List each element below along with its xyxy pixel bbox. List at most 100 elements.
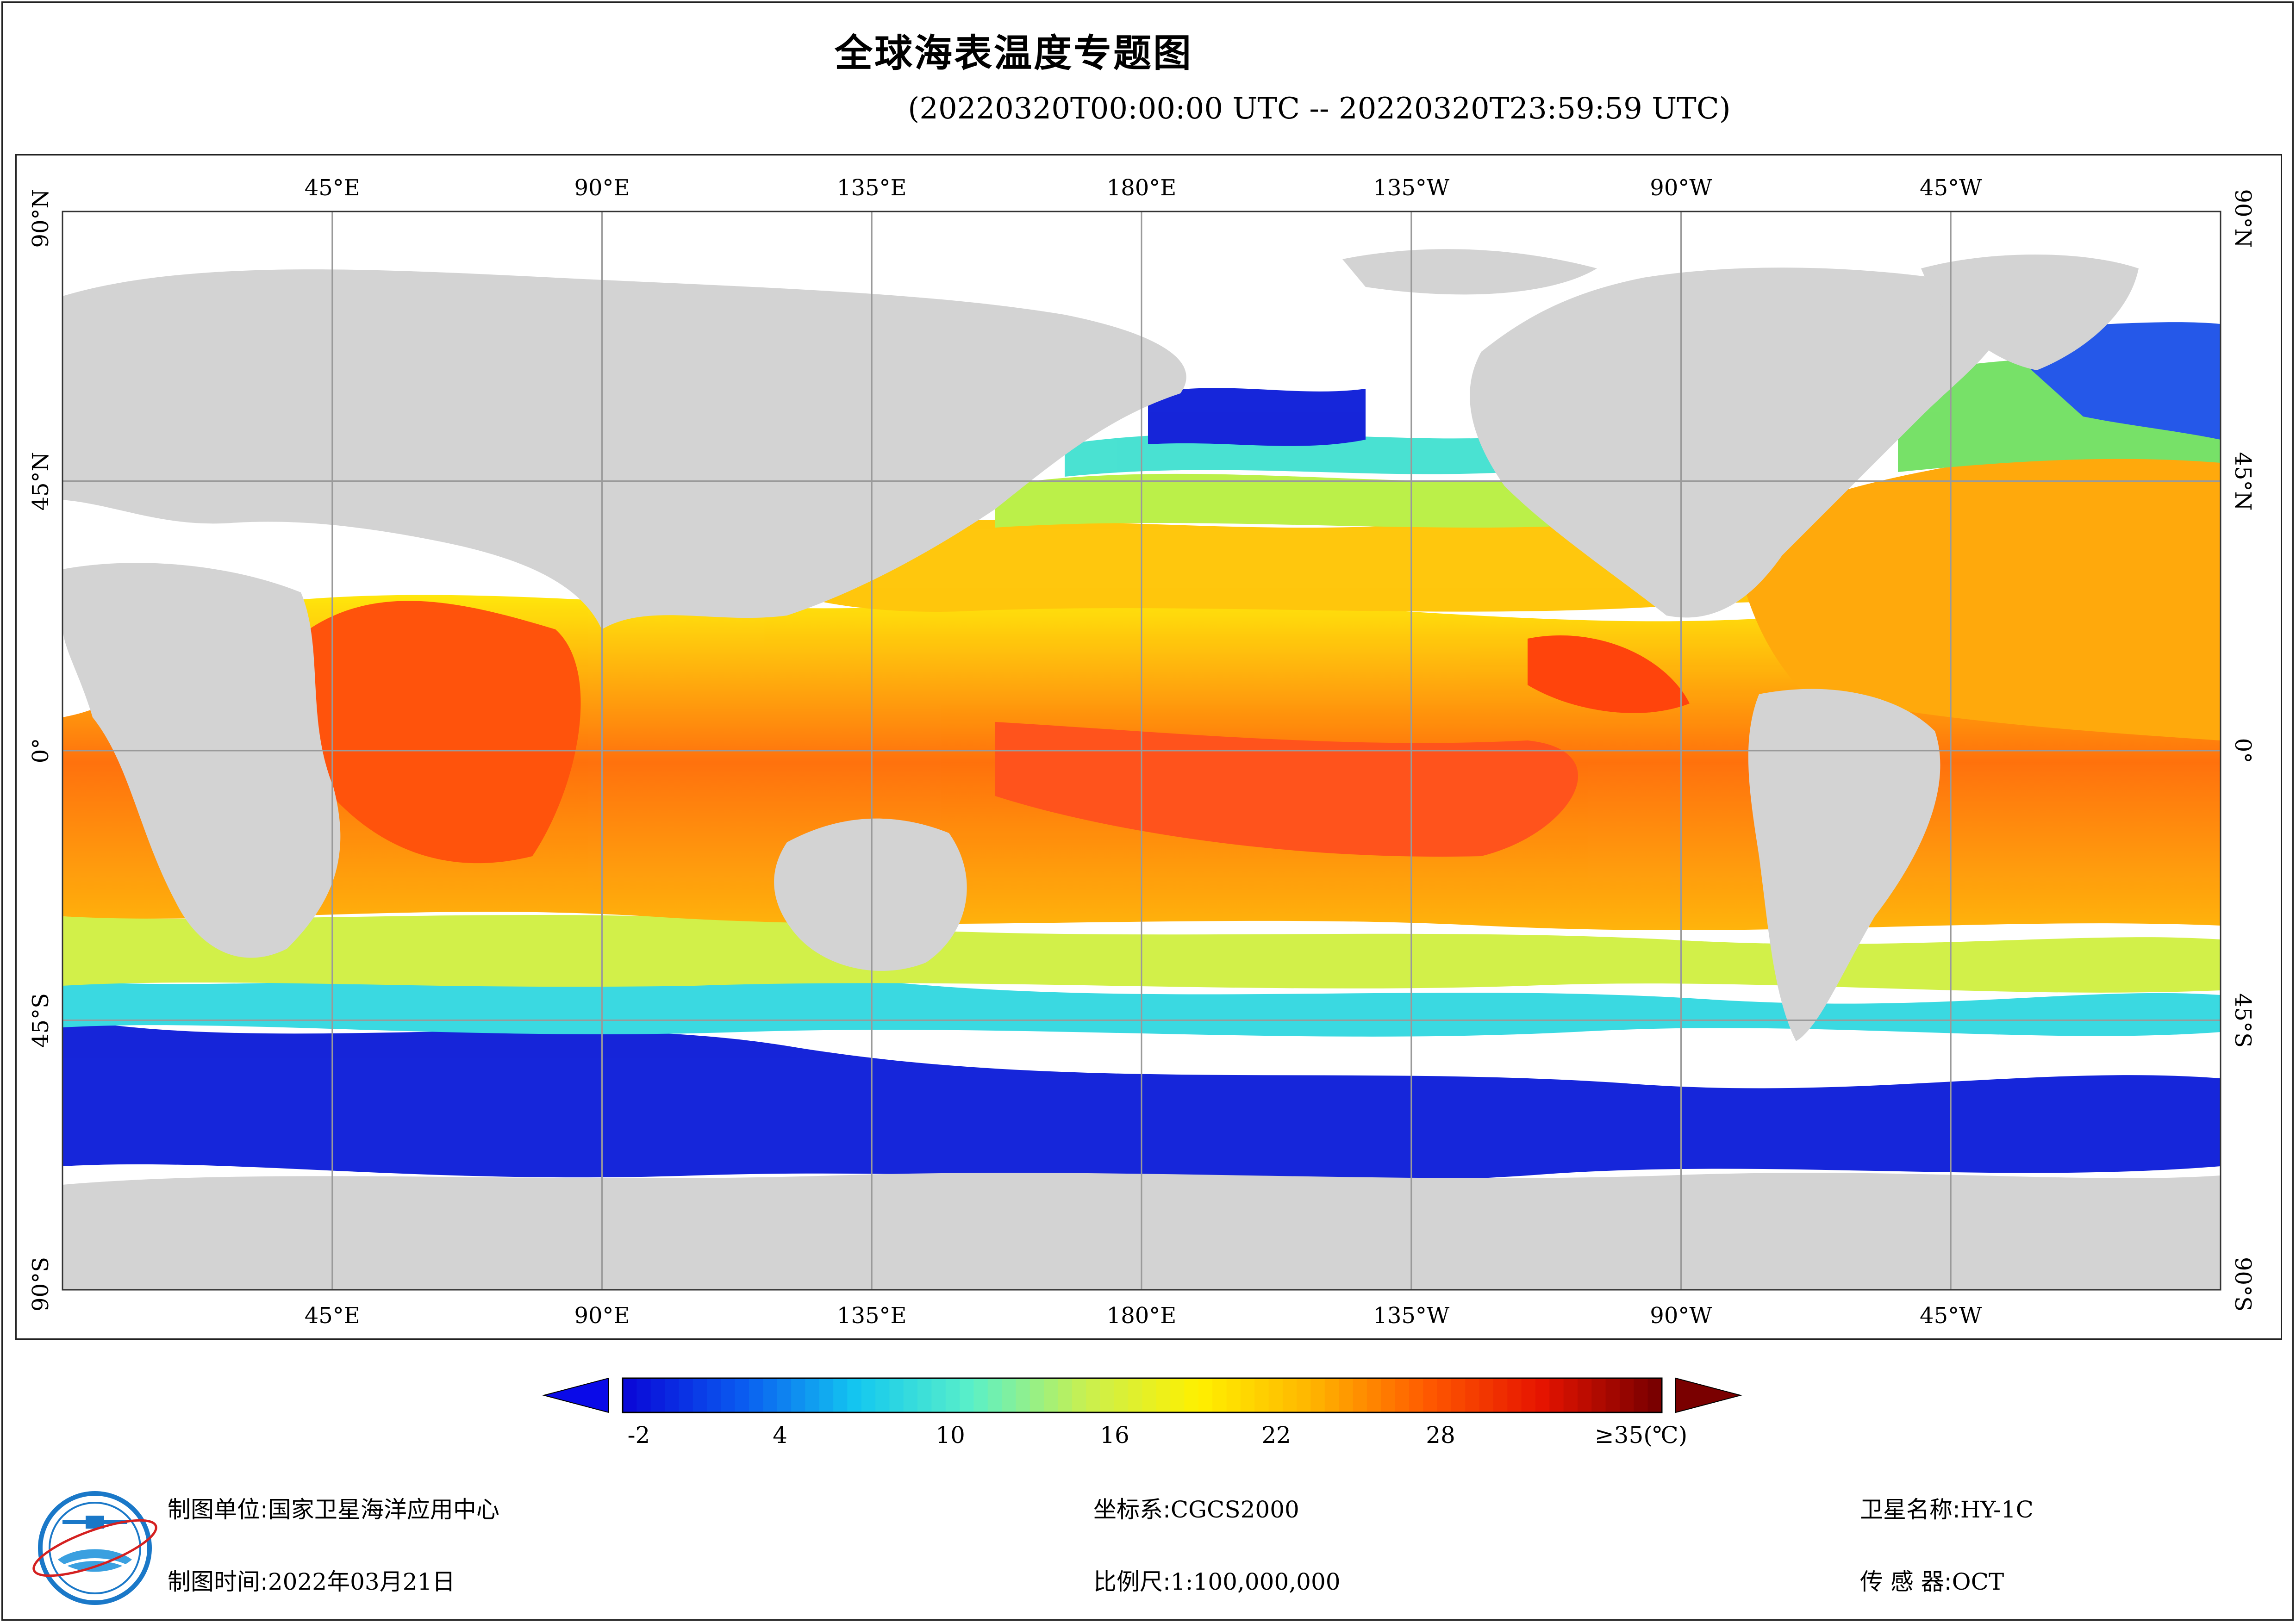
lat-label: 90°S: [2230, 1257, 2256, 1312]
colorbar-cells: [623, 1378, 1662, 1412]
colorbar-cell: [889, 1378, 904, 1412]
colorbar-cell: [1072, 1378, 1086, 1412]
colorbar-cell: [1029, 1378, 1044, 1412]
footer-satellite: 卫星名称:HY-1C: [1860, 1491, 2034, 1524]
colorbar-cell: [650, 1378, 665, 1412]
lon-label: 90°W: [1650, 175, 1712, 201]
colorbar-cell: [1058, 1378, 1073, 1412]
colorbar-cell: [833, 1378, 848, 1412]
footer-scale-value: 1:100,000,000: [1170, 1568, 1341, 1595]
colorbar-cell: [623, 1378, 637, 1412]
colorbar-cell: [721, 1378, 736, 1412]
footer-sat-value: HY-1C: [1960, 1496, 2034, 1523]
footer-sensor: 传 感 器:OCT: [1860, 1563, 2004, 1597]
footer-scale: 比例尺:1:100,000,000: [1093, 1563, 1341, 1597]
lat-label: 90°N: [2230, 189, 2256, 248]
colorbar-cell: [945, 1378, 960, 1412]
colorbar-low-arrow: [542, 1377, 609, 1413]
footer-sat-label: 卫星名称:: [1860, 1496, 1960, 1523]
colorbar-cell: [1184, 1378, 1199, 1412]
colorbar-cell: [1634, 1378, 1648, 1412]
map-title: 全球海表温度专题图: [834, 31, 1193, 75]
colorbar-tick-max-value: ≥35: [1594, 1422, 1644, 1449]
colorbar-cell: [1366, 1378, 1381, 1412]
footer-time: 制图时间:2022年03月21日: [168, 1563, 455, 1597]
lon-label: 45°W: [1920, 1303, 1982, 1329]
colorbar-cell: [1605, 1378, 1620, 1412]
colorbar-cell: [1142, 1378, 1157, 1412]
colorbar-tick: 4: [773, 1422, 787, 1449]
colorbar-cell: [1493, 1378, 1508, 1412]
lon-label: 45°W: [1920, 175, 1982, 201]
lon-label: 180°E: [1106, 175, 1177, 201]
colorbar-cell: [819, 1378, 834, 1412]
colorbar-cell: [931, 1378, 946, 1412]
footer-crs-label: 坐标系:: [1093, 1496, 1171, 1523]
map-body: [62, 211, 2221, 1290]
colorbar-cell: [1479, 1378, 1494, 1412]
colorbar-cell: [791, 1378, 805, 1412]
footer-time-value: 2022年03月21日: [268, 1568, 455, 1595]
colorbar-cell: [1128, 1378, 1143, 1412]
lat-label: 45°S: [2230, 993, 2256, 1048]
colorbar-cell: [1647, 1378, 1662, 1412]
colorbar-cell: [1114, 1378, 1129, 1412]
lon-label: 135°W: [1373, 175, 1450, 201]
colorbar-cell: [903, 1378, 918, 1412]
colorbar: [542, 1377, 1742, 1413]
nsoas-logo-icon: [32, 1491, 157, 1605]
colorbar-cell: [987, 1378, 1002, 1412]
colorbar-cell: [1381, 1378, 1396, 1412]
colorbar-cell: [973, 1378, 988, 1412]
colorbar-cell: [1212, 1378, 1227, 1412]
footer-sensor-label: 传 感 器:: [1860, 1568, 1952, 1595]
lat-label: 90°N: [28, 189, 54, 248]
colorbar-cell: [1577, 1378, 1592, 1412]
lon-label: 45°E: [304, 1303, 360, 1329]
colorbar-cell: [917, 1378, 932, 1412]
colorbar-cell: [679, 1378, 693, 1412]
colorbar-cell: [665, 1378, 679, 1412]
colorbar-cell: [861, 1378, 876, 1412]
colorbar-cell: [1268, 1378, 1283, 1412]
map-inner-border: [62, 211, 2221, 1291]
colorbar-cell: [763, 1378, 778, 1412]
lon-label: 135°E: [836, 1303, 907, 1329]
colorbar-cell: [1423, 1378, 1438, 1412]
colorbar-tick: 10: [936, 1422, 965, 1449]
colorbar-cell: [1100, 1378, 1115, 1412]
footer-crs: 坐标系:CGCS2000: [1093, 1491, 1299, 1524]
colorbar-cell: [1086, 1378, 1101, 1412]
lat-label: 0°: [28, 738, 54, 764]
lon-label: 90°E: [574, 175, 630, 201]
colorbar-cell: [749, 1378, 763, 1412]
lon-label: 135°E: [836, 175, 907, 201]
map-frame: [15, 154, 2282, 1340]
map-subtitle: (20220320T00:00:00 UTC -- 20220320T23:59…: [908, 92, 1731, 126]
colorbar-cell: [636, 1378, 651, 1412]
colorbar-cell: [1591, 1378, 1606, 1412]
colorbar-cell: [1437, 1378, 1452, 1412]
colorbar-cell: [1240, 1378, 1255, 1412]
lat-label: 45°S: [28, 993, 54, 1048]
colorbar-cell: [1451, 1378, 1466, 1412]
lat-label: 45°N: [2230, 451, 2256, 511]
colorbar-cell: [1016, 1378, 1030, 1412]
colorbar-cell: [1324, 1378, 1339, 1412]
colorbar-cell: [707, 1378, 721, 1412]
colorbar-frame: [622, 1377, 1663, 1413]
colorbar-tick: 16: [1100, 1422, 1129, 1449]
colorbar-cell: [1310, 1378, 1325, 1412]
lon-label: 180°E: [1106, 1303, 1177, 1329]
footer-unit: 制图单位:国家卫星海洋应用中心: [168, 1491, 499, 1524]
colorbar-cell: [1044, 1378, 1059, 1412]
colorbar-cell: [1198, 1378, 1213, 1412]
colorbar-cell: [1395, 1378, 1410, 1412]
lat-label: 0°: [2230, 738, 2256, 764]
lat-label: 45°N: [28, 451, 54, 511]
colorbar-cell: [1521, 1378, 1536, 1412]
colorbar-tick: 28: [1426, 1422, 1455, 1449]
footer-unit-label: 制图单位:: [168, 1496, 268, 1523]
colorbar-tick: -2: [627, 1422, 650, 1449]
